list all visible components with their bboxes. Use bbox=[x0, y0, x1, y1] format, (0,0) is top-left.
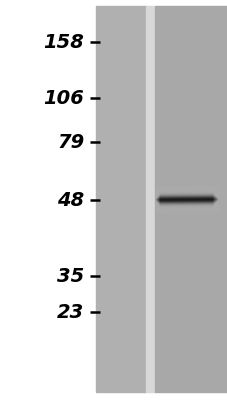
Bar bbox=[95, 6, 145, 392]
Text: 106: 106 bbox=[43, 88, 84, 108]
Text: 35: 35 bbox=[57, 266, 84, 286]
Bar bbox=[145, 6, 154, 392]
Bar bbox=[154, 6, 227, 392]
Text: 23: 23 bbox=[57, 302, 84, 322]
Text: 79: 79 bbox=[57, 132, 84, 152]
Text: 48: 48 bbox=[57, 190, 84, 210]
Text: 158: 158 bbox=[43, 32, 84, 52]
